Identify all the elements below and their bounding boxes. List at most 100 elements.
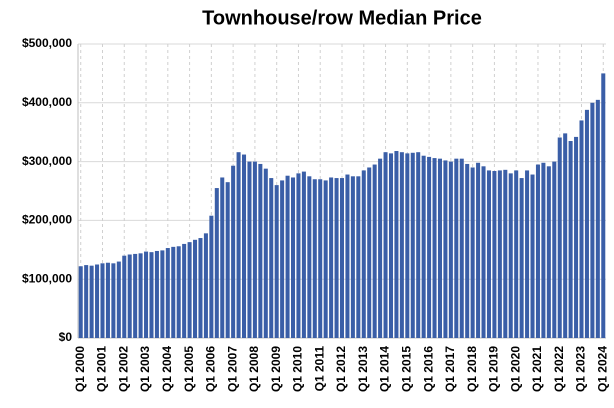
bar [427, 156, 432, 338]
bar [356, 176, 361, 338]
x-tick-label: Q1 2008 [247, 346, 261, 392]
bar [242, 154, 247, 338]
bar [329, 177, 334, 338]
bar [470, 167, 475, 338]
x-tick-label: Q1 2001 [95, 346, 109, 392]
bar [138, 253, 143, 338]
y-tick-label: $300,000 [22, 154, 72, 168]
bar [481, 166, 486, 338]
x-tick-label: Q1 2003 [138, 346, 152, 392]
bar [209, 215, 214, 338]
bar [187, 242, 192, 338]
x-tick-label: Q1 2013 [356, 346, 370, 392]
bar [525, 170, 530, 338]
bar [514, 170, 519, 338]
x-tick-label: Q1 2012 [334, 346, 348, 392]
bar [285, 175, 290, 338]
bar [503, 169, 508, 338]
bar [530, 174, 535, 338]
x-tick-label: Q1 2015 [399, 346, 413, 392]
x-tick-label: Q1 2011 [312, 346, 326, 392]
bar [350, 176, 355, 338]
bar [280, 180, 285, 338]
y-tick-label: $500,000 [22, 36, 72, 50]
bar [160, 250, 165, 338]
x-tick-label: Q1 2019 [487, 346, 501, 392]
x-tick-label: Q1 2007 [225, 346, 239, 392]
x-tick-label: Q1 2014 [378, 346, 392, 392]
bar [296, 173, 301, 338]
bar [383, 152, 388, 338]
x-tick-label: Q1 2006 [204, 346, 218, 392]
bar [116, 261, 121, 338]
x-tick-label: Q1 2022 [552, 346, 566, 392]
bar [388, 153, 394, 338]
bar [95, 264, 100, 338]
bar [410, 152, 415, 338]
x-tick-label: Q1 2020 [508, 346, 522, 392]
bar [252, 161, 257, 338]
x-tick-label: Q1 2023 [574, 346, 588, 392]
x-tick-label: Q1 2005 [182, 346, 196, 392]
bar [345, 174, 350, 338]
bar [318, 179, 323, 338]
chart-title: Townhouse/row Median Price [202, 7, 482, 29]
x-tick-label: Q1 2021 [530, 346, 544, 392]
x-tick-label: Q1 2017 [443, 346, 457, 392]
bar [367, 167, 372, 338]
bar [405, 153, 410, 338]
x-tick-label: Q1 2009 [269, 346, 283, 392]
bar [443, 160, 448, 338]
bar [89, 265, 94, 338]
x-tick-label: Q1 2010 [291, 346, 305, 392]
bar [590, 102, 595, 338]
bar [399, 152, 404, 338]
bar [220, 177, 225, 338]
y-tick-label: $100,000 [22, 271, 72, 285]
bar [122, 255, 127, 338]
bar [165, 248, 170, 338]
bar [312, 179, 317, 338]
bar [214, 188, 219, 338]
bar [203, 233, 208, 338]
bar [437, 158, 442, 338]
bar [78, 266, 83, 338]
bar [568, 141, 573, 338]
bar [307, 176, 312, 338]
y-tick-label: $200,000 [22, 213, 72, 227]
bar [508, 173, 513, 338]
bar [198, 238, 203, 338]
x-tick-label: Q1 2004 [160, 346, 174, 392]
bar [563, 133, 568, 338]
bar [149, 252, 154, 338]
bar [448, 161, 453, 338]
bar [269, 178, 274, 338]
bar [301, 171, 306, 338]
bar [394, 151, 399, 338]
bar [557, 137, 562, 338]
bar [579, 120, 584, 338]
bar [339, 178, 345, 338]
bar [459, 158, 464, 338]
bar [486, 170, 491, 338]
bar [361, 170, 366, 338]
x-tick-label: Q1 2002 [116, 346, 130, 392]
bar [171, 246, 176, 338]
y-tick-label: $0 [59, 330, 73, 344]
bar [193, 239, 198, 338]
bar [476, 162, 481, 338]
bar [519, 178, 524, 338]
bar [546, 166, 551, 338]
x-tick-label: Q1 2016 [421, 346, 435, 392]
bar [432, 158, 437, 338]
bar [236, 152, 241, 338]
bar [595, 99, 600, 338]
bar [274, 185, 279, 338]
bar [154, 250, 159, 338]
bar [225, 182, 230, 338]
x-tick-label: Q1 2018 [465, 346, 479, 392]
bar [231, 165, 236, 338]
bar [372, 164, 377, 338]
bar [552, 161, 557, 338]
